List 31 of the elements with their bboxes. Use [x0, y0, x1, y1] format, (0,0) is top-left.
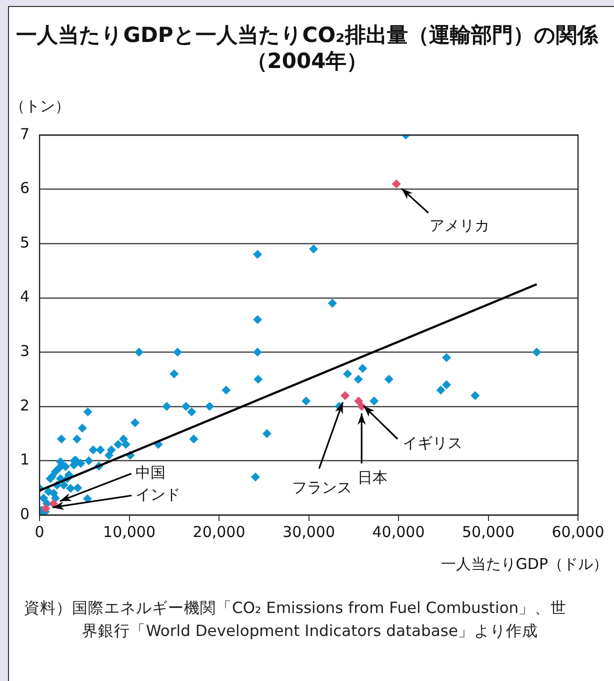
x-tick-label: 30,000	[282, 522, 336, 541]
y-tick-label: 1	[20, 450, 30, 469]
annotation: アメリカ	[429, 216, 490, 235]
y-tick-label: 5	[20, 233, 30, 252]
annotation: フランス	[292, 478, 352, 496]
point	[48, 499, 58, 508]
point	[357, 402, 366, 411]
annotation: 中国	[135, 463, 166, 482]
x-tick-label: 50,000	[462, 522, 515, 541]
point	[392, 179, 401, 188]
y-tick-label: 3	[20, 342, 30, 360]
y-tick-label: 7	[20, 124, 30, 143]
point	[340, 391, 350, 400]
point	[41, 504, 50, 513]
text: 資料）国際エネルギー機関「CO₂ Emissions from Fuel Combustion」、世界銀行「World Development Indicators database」より作成	[24, 598, 568, 642]
annotation: インド	[136, 485, 181, 504]
x-tick-label: 60,000	[552, 522, 604, 541]
y-tick-label: 6	[20, 179, 30, 198]
x-tick-label: 20,000	[192, 522, 246, 541]
annotation: イギリス	[402, 434, 463, 452]
y-tick-label: 2	[20, 396, 30, 414]
y-tick-label: 4	[20, 288, 30, 306]
x-axis-title: 一人当たりGDP（ドル）	[440, 554, 608, 573]
x-tick-label: 40,000	[372, 522, 425, 541]
x-tick-label: 0	[34, 522, 44, 541]
y-tick-label: 0	[20, 504, 30, 523]
annotation: 日本	[358, 468, 388, 486]
x-tick-label: 10,000	[103, 522, 156, 541]
point	[354, 396, 364, 406]
chart-title: 一人当たりGDPと一人当たりCO₂排出量（運輸部門）の関係（2004年）	[15, 22, 600, 74]
y-axis-title: （トン）	[10, 96, 70, 115]
